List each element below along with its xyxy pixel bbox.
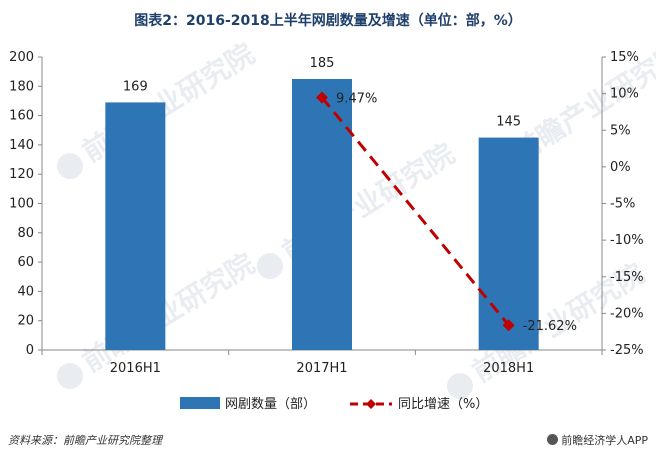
brand: 前瞻经济学人APP [547, 432, 648, 448]
right-tick-label: -10% [610, 233, 644, 248]
bar-data-label: 145 [496, 115, 521, 130]
x-tick-label: 2016H1 [110, 361, 161, 376]
brand-icon [547, 434, 559, 445]
right-tick-label: -20% [610, 306, 644, 321]
x-tick-label: 2018H1 [483, 361, 534, 376]
legend-bar-label: 网剧数量（部） [225, 397, 316, 412]
bar-data-label: 185 [310, 56, 335, 71]
bar [292, 78, 352, 350]
line-data-label: 9.47% [336, 92, 377, 107]
x-tick-label: 2017H1 [296, 361, 347, 376]
bar [478, 137, 539, 350]
left-tick-label: 20 [17, 314, 34, 329]
right-tick-label: -15% [610, 270, 644, 285]
left-tick-label: 160 [9, 109, 34, 124]
growth-line [320, 96, 510, 327]
legend-line-marker [366, 399, 376, 409]
left-tick-label: 140 [9, 138, 34, 153]
left-tick-label: 200 [9, 50, 34, 65]
left-tick-label: 40 [17, 284, 34, 299]
source-note: 资料来源：前瞻产业研究院整理 [8, 434, 162, 447]
brand-text: 前瞻经济学人APP [561, 434, 648, 447]
line-data-label: -21.62% [523, 319, 577, 334]
right-tick-label: -25% [610, 343, 644, 358]
left-tick-label: 0 [26, 343, 34, 358]
legend-line-label: 同比增速（%） [398, 397, 488, 412]
growth-point [316, 91, 328, 104]
bar-data-label: 169 [123, 79, 148, 94]
left-tick-label: 120 [9, 167, 34, 182]
left-tick-label: 100 [9, 197, 34, 212]
right-tick-label: -5% [610, 197, 635, 212]
bar [105, 102, 166, 350]
left-tick-label: 60 [17, 255, 34, 270]
left-tick-label: 80 [17, 226, 34, 241]
right-tick-label: 10% [610, 87, 639, 102]
right-tick-label: 15% [610, 50, 639, 65]
left-tick-label: 180 [9, 79, 34, 94]
right-tick-label: 5% [610, 123, 631, 138]
growth-point [502, 319, 515, 332]
right-tick-label: 0% [610, 160, 631, 175]
chart-title: 图表2：2016-2018上半年网剧数量及增速（单位：部，%） [134, 13, 522, 29]
legend-bar-swatch [180, 397, 220, 409]
